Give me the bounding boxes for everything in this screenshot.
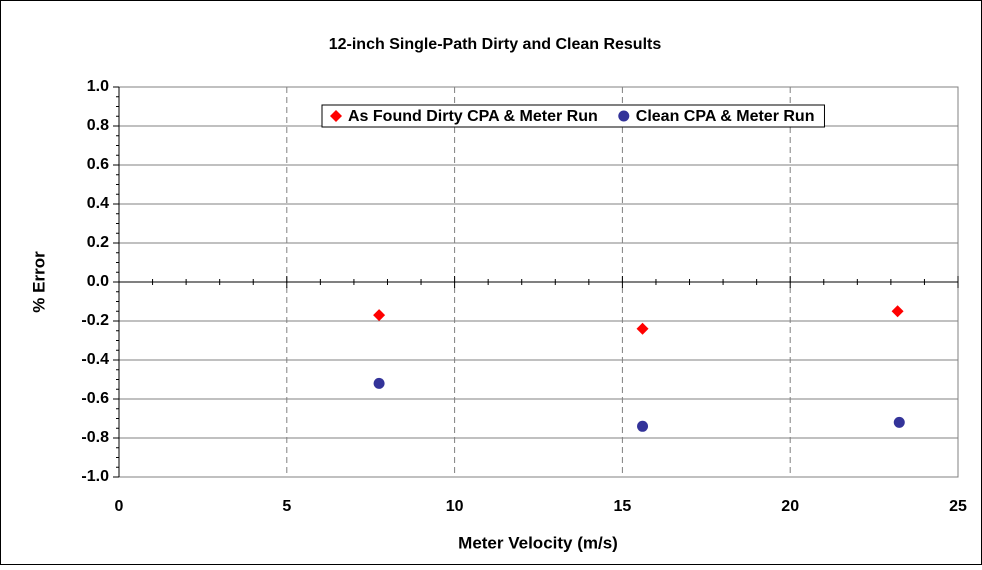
legend-box xyxy=(321,104,825,128)
point xyxy=(637,420,649,432)
y-tick-label: -0.4 xyxy=(81,351,109,368)
point xyxy=(373,377,385,389)
y-tick-label: 0.4 xyxy=(87,195,109,212)
point xyxy=(893,416,905,428)
y-tick-label: 0.8 xyxy=(87,117,109,134)
y-tick-label: -0.6 xyxy=(81,390,109,407)
point xyxy=(373,309,386,322)
y-tick-label: 0.2 xyxy=(87,234,109,251)
point xyxy=(891,305,904,318)
y-tick-label: -0.8 xyxy=(81,429,109,446)
legend-label: Clean CPA & Meter Run xyxy=(636,108,815,125)
y-tick-label: 1.0 xyxy=(87,78,109,95)
x-tick-label: 25 xyxy=(949,498,967,515)
legend-label: As Found Dirty CPA & Meter Run xyxy=(348,108,598,125)
legend-marker xyxy=(330,110,342,122)
y-tick-label: 0.0 xyxy=(87,273,109,290)
x-tick-label: 20 xyxy=(781,498,799,515)
legend: As Found Dirty CPA & Meter Run Clean CPA … xyxy=(321,104,825,128)
x-tick-label: 5 xyxy=(282,498,291,515)
y-tick-label: -0.2 xyxy=(81,312,109,329)
y-axis-label: % Error xyxy=(29,251,48,313)
chart-title: 12-inch Single-Path Dirty and Clean Resu… xyxy=(329,36,662,53)
legend-marker xyxy=(618,110,630,122)
point xyxy=(636,322,649,335)
x-tick-label: 15 xyxy=(614,498,632,515)
y-tick-label: 0.6 xyxy=(87,156,109,173)
x-tick-label: 10 xyxy=(446,498,464,515)
x-tick-label: 0 xyxy=(115,498,124,515)
y-tick-label: -1.0 xyxy=(81,468,109,485)
x-axis-label: Meter Velocity (m/s) xyxy=(458,533,618,552)
